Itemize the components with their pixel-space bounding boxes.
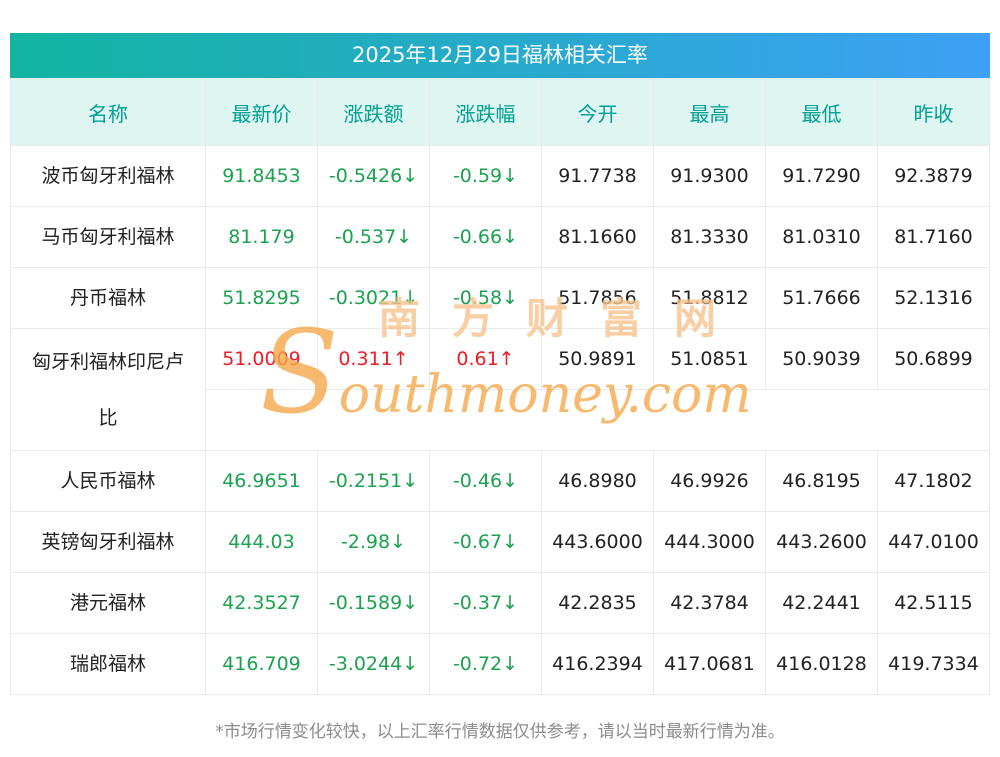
header-low: 最低	[765, 78, 878, 146]
prev-close: 42.5115	[877, 572, 990, 634]
low-price: 443.2600	[765, 511, 878, 573]
change-percent: -0.67↓	[429, 511, 542, 573]
change-percent: -0.59↓	[429, 145, 542, 207]
low-price: 50.9039	[765, 328, 878, 390]
change-amount: -0.5426↓	[317, 145, 430, 207]
currency-pair-name: 波币匈牙利福林	[10, 145, 206, 207]
change-amount: -0.537↓	[317, 206, 430, 268]
open-price: 46.8980	[541, 450, 654, 512]
rates-table-body: 波币匈牙利福林 91.8453 -0.5426↓ -0.59↓ 91.7738 91.93…	[10, 145, 990, 695]
open-price: 416.2394	[541, 633, 654, 695]
table-row: 港元福林 42.3527 -0.1589↓ -0.37↓ 42.2835 42.3784 4…	[10, 572, 990, 634]
table-row: 波币匈牙利福林 91.8453 -0.5426↓ -0.59↓ 91.7738 91.93…	[10, 145, 990, 207]
currency-pair-name: 英镑匈牙利福林	[10, 511, 206, 573]
high-price: 42.3784	[653, 572, 766, 634]
prev-close: 419.7334	[877, 633, 990, 695]
low-price: 46.8195	[765, 450, 878, 512]
table-row-continuation	[11, 389, 990, 451]
prev-close: 50.6899	[877, 328, 990, 390]
header-high: 最高	[653, 78, 766, 146]
high-price: 46.9926	[653, 450, 766, 512]
open-price: 51.7856	[541, 267, 654, 329]
empty-cell	[205, 389, 990, 451]
latest-price: 51.8295	[205, 267, 318, 329]
table-row: 瑞郎福林 416.709 -3.0244↓ -0.72↓ 416.2394 417.068…	[10, 633, 990, 695]
header-prev-close: 昨收	[877, 78, 990, 146]
change-percent: -0.58↓	[429, 267, 542, 329]
currency-pair-name: 瑞郎福林	[10, 633, 206, 695]
high-price: 51.0851	[653, 328, 766, 390]
header-open: 今开	[541, 78, 654, 146]
table-row: 丹币福林 51.8295 -0.3021↓ -0.58↓ 51.7856 51.8812 5…	[10, 267, 990, 329]
change-percent: -0.72↓	[429, 633, 542, 695]
prev-close: 81.7160	[877, 206, 990, 268]
latest-price: 46.9651	[205, 450, 318, 512]
open-price: 42.2835	[541, 572, 654, 634]
table-row: 马币匈牙利福林 81.179 -0.537↓ -0.66↓ 81.1660 81.3330…	[10, 206, 990, 268]
prev-close: 92.3879	[877, 145, 990, 207]
table-row: 英镑匈牙利福林 444.03 -2.98↓ -0.67↓ 443.6000 444.300…	[10, 511, 990, 573]
change-amount: -2.98↓	[317, 511, 430, 573]
change-amount: -0.1589↓	[317, 572, 430, 634]
change-percent: -0.46↓	[429, 450, 542, 512]
high-price: 51.8812	[653, 267, 766, 329]
table-header-row: 名称 最新价 涨跌额 涨跌幅 今开 最高 最低 昨收	[10, 78, 990, 146]
open-price: 81.1660	[541, 206, 654, 268]
change-percent: 0.61↑	[429, 328, 542, 390]
rates-table: 名称 最新价 涨跌额 涨跌幅 今开 最高 最低 昨收 波币匈牙利福林 91.845…	[10, 78, 990, 695]
change-percent: -0.37↓	[429, 572, 542, 634]
high-price: 91.9300	[653, 145, 766, 207]
latest-price: 42.3527	[205, 572, 318, 634]
high-price: 444.3000	[653, 511, 766, 573]
change-percent: -0.66↓	[429, 206, 542, 268]
header-change-amount: 涨跌额	[317, 78, 430, 146]
change-amount: -0.2151↓	[317, 450, 430, 512]
header-change-pct: 涨跌幅	[429, 78, 542, 146]
header-latest-price: 最新价	[205, 78, 318, 146]
latest-price: 416.709	[205, 633, 318, 695]
change-amount: -0.3021↓	[317, 267, 430, 329]
open-price: 443.6000	[541, 511, 654, 573]
prev-close: 447.0100	[877, 511, 990, 573]
high-price: 417.0681	[653, 633, 766, 695]
open-price: 91.7738	[541, 145, 654, 207]
low-price: 81.0310	[765, 206, 878, 268]
latest-price: 81.179	[205, 206, 318, 268]
page-title: 2025年12月29日福林相关汇率	[10, 33, 990, 78]
header-name: 名称	[10, 78, 206, 146]
table-row: 匈牙利福林印尼卢比 51.0009 0.311↑ 0.61↑ 50.9891 51.085…	[10, 328, 990, 451]
high-price: 81.3330	[653, 206, 766, 268]
low-price: 51.7666	[765, 267, 878, 329]
currency-pair-name: 港元福林	[10, 572, 206, 634]
currency-pair-name: 匈牙利福林印尼卢比	[10, 328, 206, 451]
currency-pair-name: 人民币福林	[10, 450, 206, 512]
change-amount: 0.311↑	[317, 328, 430, 390]
latest-price: 91.8453	[205, 145, 318, 207]
low-price: 416.0128	[765, 633, 878, 695]
exchange-rate-page: 2025年12月29日福林相关汇率 名称 最新价 涨跌额 涨跌幅 今开 最高 最…	[10, 0, 990, 742]
table-row: 人民币福林 46.9651 -0.2151↓ -0.46↓ 46.8980 46.9926…	[10, 450, 990, 512]
change-amount: -3.0244↓	[317, 633, 430, 695]
low-price: 42.2441	[765, 572, 878, 634]
latest-price: 51.0009	[205, 328, 318, 390]
currency-pair-name: 丹币福林	[10, 267, 206, 329]
prev-close: 47.1802	[877, 450, 990, 512]
prev-close: 52.1316	[877, 267, 990, 329]
open-price: 50.9891	[541, 328, 654, 390]
disclaimer-note: *市场行情变化较快，以上汇率行情数据仅供参考，请以当时最新行情为准。	[215, 722, 785, 742]
latest-price: 444.03	[205, 511, 318, 573]
low-price: 91.7290	[765, 145, 878, 207]
currency-pair-name: 马币匈牙利福林	[10, 206, 206, 268]
